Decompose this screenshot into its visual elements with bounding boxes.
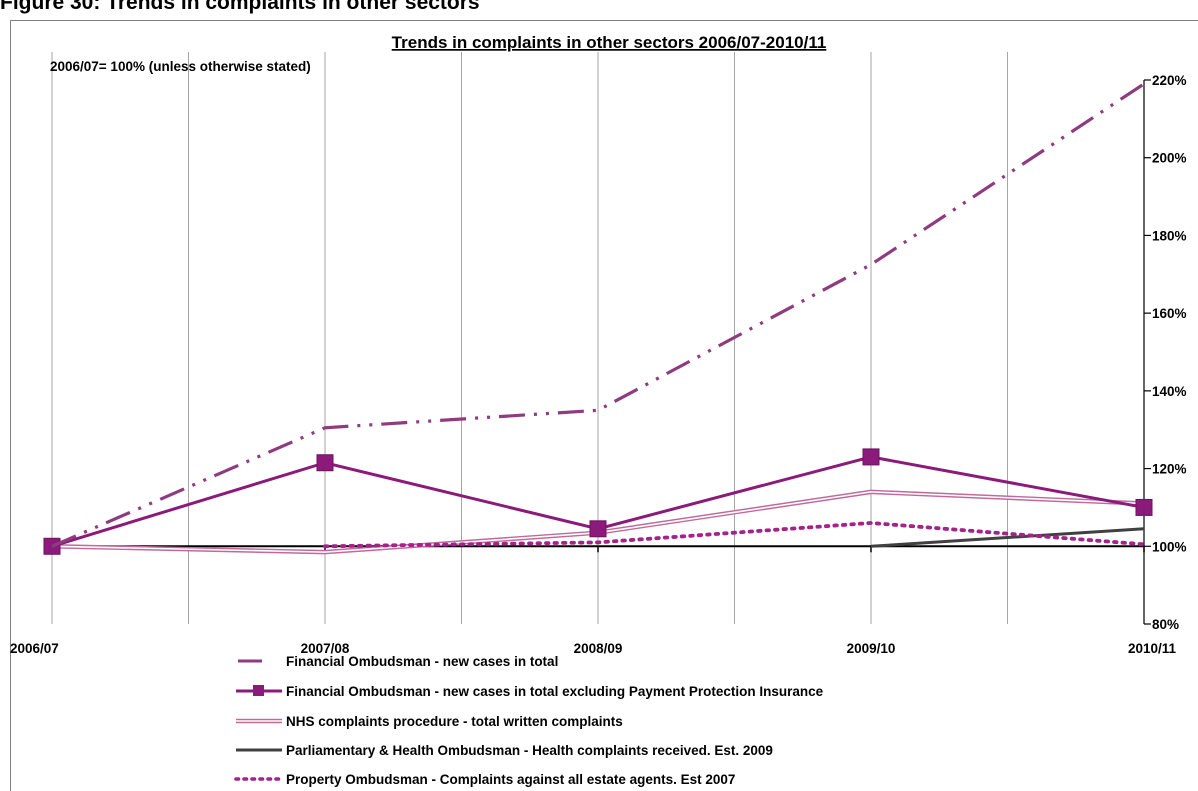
series-marker xyxy=(316,454,334,472)
x-tick-label: 2010/11 xyxy=(1128,641,1177,656)
y-tick-label: 180% xyxy=(1152,228,1187,243)
x-tick-label: 2006/07 xyxy=(10,641,59,656)
series-lines xyxy=(43,82,1153,555)
legend-label: Financial Ombudsman - new cases in total… xyxy=(286,683,824,699)
legend-item: Financial Ombudsman - new cases in total xyxy=(232,652,558,670)
legend-swatch xyxy=(236,748,282,752)
y-tick-label: 160% xyxy=(1152,306,1187,321)
legend-item: Financial Ombudsman - new cases in total… xyxy=(232,682,823,700)
legend-label: Property Ombudsman - Complaints against … xyxy=(286,771,736,787)
x-tick-label: 2007/08 xyxy=(301,641,350,656)
figure-heading: Figure 30: Trends in complaints in other… xyxy=(0,0,480,14)
series-marker xyxy=(1135,498,1153,516)
y-tick-label: 100% xyxy=(1152,539,1187,554)
legend-label: Parliamentary & Health Ombudsman - Healt… xyxy=(286,742,773,758)
series-line-property xyxy=(323,521,1146,549)
chart-title: Trends in complaints in other sectors 20… xyxy=(392,33,827,52)
series-marker xyxy=(589,520,607,538)
y-tick-label: 80% xyxy=(1152,617,1179,632)
axis-labels: Trends in complaints in other sectors 20… xyxy=(10,33,1187,656)
chart-subtitle: 2006/07= 100% (unless otherwise stated) xyxy=(50,59,311,74)
series-line-parliamentary xyxy=(870,527,1145,548)
legend-item: NHS complaints procedure - total written… xyxy=(232,712,623,730)
legend-swatch xyxy=(234,777,284,781)
y-tick-label: 120% xyxy=(1152,462,1187,477)
legend-swatch-marker xyxy=(253,685,264,696)
x-tick-label: 2008/09 xyxy=(574,641,623,656)
legend-swatch xyxy=(236,685,282,696)
series-marker xyxy=(862,448,880,466)
legend-swatch xyxy=(238,659,262,663)
y-tick-label: 140% xyxy=(1152,384,1187,399)
vertical-gridlines xyxy=(51,52,1008,624)
series-line-financial-total xyxy=(51,82,1145,548)
legend-item: Parliamentary & Health Ombudsman - Healt… xyxy=(232,741,773,759)
legend-item: Property Ombudsman - Complaints against … xyxy=(232,770,735,788)
x-tick-label: 2009/10 xyxy=(847,641,896,656)
legend-swatch xyxy=(236,718,282,724)
y-tick-label: 200% xyxy=(1152,151,1187,166)
legend-label: Financial Ombudsman - new cases in total xyxy=(286,653,559,669)
y-tick-label: 220% xyxy=(1152,73,1187,88)
chart-frame xyxy=(10,20,1198,791)
legend-label: NHS complaints procedure - total written… xyxy=(286,713,623,729)
axes xyxy=(51,79,1151,625)
